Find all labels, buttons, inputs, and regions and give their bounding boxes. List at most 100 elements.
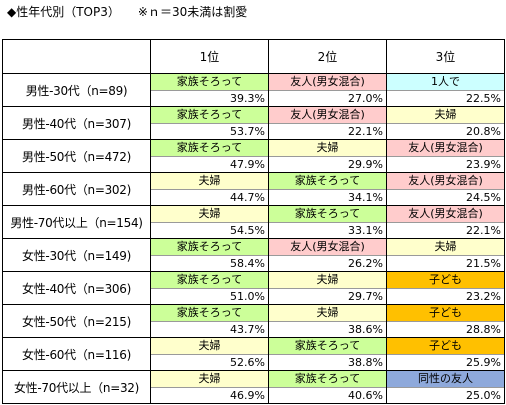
category-chip: 友人(男女混合) <box>387 173 504 190</box>
category-chip: 子ども <box>387 305 504 322</box>
table-row: 女性-70代以上（n=32) 夫婦 46.9% 家族そろって 40.6% 同性の友人 25.… <box>2 370 505 404</box>
row-label: 女性-40代（n=306) <box>2 271 151 305</box>
rank-cell: 友人(男女混合) 27.0% <box>268 73 387 107</box>
category-chip: 家族そろって <box>269 338 386 355</box>
category-chip: 夫婦 <box>151 371 268 388</box>
sample-note: ※ｎ＝30未満は割愛 <box>137 5 248 19</box>
rank-cell: 家族そろって 53.7% <box>150 106 269 140</box>
category-chip: 夫婦 <box>387 239 504 256</box>
category-chip: 夫婦 <box>387 107 504 124</box>
percentage-value: 28.8% <box>466 323 501 336</box>
table-row: 男性-30代（n=89) 家族そろって 39.3% 友人(男女混合) 27.0% 1人で 2… <box>2 73 505 107</box>
category-chip: 1人で <box>387 74 504 91</box>
category-chip: 同性の友人 <box>387 371 504 388</box>
row-label: 女性-60代（n=116) <box>2 337 151 371</box>
percentage-value: 26.2% <box>348 257 383 270</box>
percentage-value: 39.3% <box>230 92 265 105</box>
row-label: 男性-70代以上（n=154) <box>2 205 151 239</box>
rank-cell: 友人(男女混合) 23.9% <box>386 139 505 173</box>
category-chip: 家族そろって <box>151 305 268 322</box>
rank-cell: 子ども 28.8% <box>386 304 505 338</box>
percentage-value: 38.6% <box>348 323 383 336</box>
category-chip: 家族そろって <box>269 371 386 388</box>
category-chip: 夫婦 <box>151 206 268 223</box>
category-chip: 友人(男女混合) <box>269 74 386 91</box>
percentage-value: 47.9% <box>230 158 265 171</box>
corner-cell <box>2 39 151 74</box>
percentage-value: 53.7% <box>230 125 265 138</box>
category-chip: 子ども <box>387 272 504 289</box>
rank-cell: 友人(男女混合) 24.5% <box>386 172 505 206</box>
row-label: 男性-50代（n=472) <box>2 139 151 173</box>
row-label: 男性-40代（n=307) <box>2 106 151 140</box>
row-label: 女性-50代（n=215) <box>2 304 151 338</box>
percentage-value: 58.4% <box>230 257 265 270</box>
percentage-value: 20.8% <box>466 125 501 138</box>
rank-cell: 同性の友人 25.0% <box>386 370 505 404</box>
table-title: ◆性年代別（TOP3） ※ｎ＝30未満は割愛 <box>7 3 247 21</box>
rank-cell: 子ども 23.2% <box>386 271 505 305</box>
percentage-value: 29.9% <box>348 158 383 171</box>
rank-cell: 夫婦 20.8% <box>386 106 505 140</box>
percentage-value: 43.7% <box>230 323 265 336</box>
rank-cell: 家族そろって 40.6% <box>268 370 387 404</box>
ranking-body: 男性-30代（n=89) 家族そろって 39.3% 友人(男女混合) 27.0% 1人で 2… <box>2 73 505 404</box>
category-chip: 友人(男女混合) <box>387 206 504 223</box>
rank-cell: 1人で 22.5% <box>386 73 505 107</box>
row-label: 男性-30代（n=89) <box>2 73 151 107</box>
category-chip: 夫婦 <box>269 305 386 322</box>
category-chip: 夫婦 <box>151 338 268 355</box>
category-chip: 夫婦 <box>269 140 386 157</box>
header-row: 1位 2位 3位 <box>2 39 505 74</box>
category-chip: 友人(男女混合) <box>387 140 504 157</box>
category-chip: 家族そろって <box>151 272 268 289</box>
rank-cell: 家族そろって 51.0% <box>150 271 269 305</box>
rank-cell: 家族そろって 33.1% <box>268 205 387 239</box>
ranking-table: 1位 2位 3位 男性-30代（n=89) 家族そろって 39.3% 友人(男女混合)… <box>2 39 505 404</box>
rank-cell: 家族そろって 34.1% <box>268 172 387 206</box>
percentage-value: 51.0% <box>230 290 265 303</box>
percentage-value: 52.6% <box>230 356 265 369</box>
category-chip: 家族そろって <box>269 206 386 223</box>
table-row: 女性-50代（n=215) 家族そろって 43.7% 夫婦 38.6% 子ども 28.8% <box>2 304 505 338</box>
rank-cell: 家族そろって 58.4% <box>150 238 269 272</box>
table-row: 男性-50代（n=472) 家族そろって 47.9% 夫婦 29.9% 友人(男女混合) 2… <box>2 139 505 173</box>
table-row: 女性-40代（n=306) 家族そろって 51.0% 夫婦 29.7% 子ども 23.2% <box>2 271 505 305</box>
rank-cell: 夫婦 29.9% <box>268 139 387 173</box>
table-row: 男性-60代（n=302) 夫婦 44.7% 家族そろって 34.1% 友人(男女混合) 2… <box>2 172 505 206</box>
rank-cell: 夫婦 54.5% <box>150 205 269 239</box>
percentage-value: 22.1% <box>348 125 383 138</box>
rank-cell: 家族そろって 39.3% <box>150 73 269 107</box>
table-row: 女性-30代（n=149) 家族そろって 58.4% 友人(男女混合) 26.2% 夫婦 2… <box>2 238 505 272</box>
rank-cell: 夫婦 46.9% <box>150 370 269 404</box>
category-chip: 家族そろって <box>151 140 268 157</box>
percentage-value: 22.5% <box>466 92 501 105</box>
percentage-value: 22.1% <box>466 224 501 237</box>
rank-cell: 家族そろって 43.7% <box>150 304 269 338</box>
percentage-value: 54.5% <box>230 224 265 237</box>
rank-cell: 友人(男女混合) 26.2% <box>268 238 387 272</box>
percentage-value: 27.0% <box>348 92 383 105</box>
rank-header: 1位 <box>150 39 269 74</box>
percentage-value: 44.7% <box>230 191 265 204</box>
rank-header: 3位 <box>386 39 505 74</box>
percentage-value: 46.9% <box>230 389 265 402</box>
percentage-value: 21.5% <box>466 257 501 270</box>
table-row: 男性-70代以上（n=154) 夫婦 54.5% 家族そろって 33.1% 友人(男女混合… <box>2 205 505 239</box>
rank-cell: 子ども 25.9% <box>386 337 505 371</box>
rank-cell: 夫婦 21.5% <box>386 238 505 272</box>
category-chip: 夫婦 <box>151 173 268 190</box>
title-text: ◆性年代別（TOP3） <box>7 5 120 19</box>
percentage-value: 34.1% <box>348 191 383 204</box>
table-row: 女性-60代（n=116) 夫婦 52.6% 家族そろって 38.8% 子ども 25.9% <box>2 337 505 371</box>
percentage-value: 38.8% <box>348 356 383 369</box>
percentage-value: 24.5% <box>466 191 501 204</box>
percentage-value: 33.1% <box>348 224 383 237</box>
percentage-value: 29.7% <box>348 290 383 303</box>
rank-cell: 友人(男女混合) 22.1% <box>386 205 505 239</box>
rank-cell: 夫婦 29.7% <box>268 271 387 305</box>
percentage-value: 23.2% <box>466 290 501 303</box>
table-row: 男性-40代（n=307) 家族そろって 53.7% 友人(男女混合) 22.1% 夫婦 2… <box>2 106 505 140</box>
category-chip: 家族そろって <box>269 173 386 190</box>
rank-cell: 夫婦 38.6% <box>268 304 387 338</box>
